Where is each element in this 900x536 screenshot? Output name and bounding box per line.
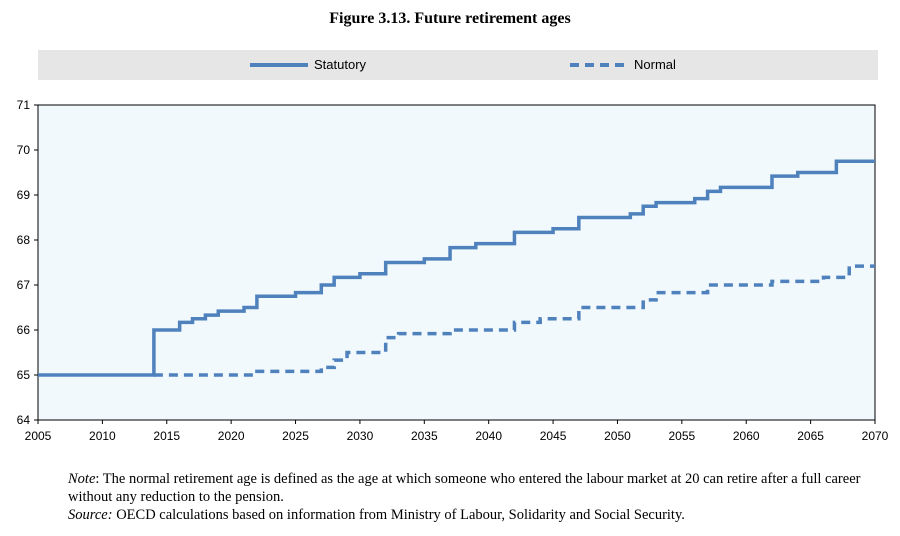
legend-label-statutory: Statutory <box>314 57 367 72</box>
note-line: Note: The normal retirement age is defin… <box>68 470 868 506</box>
x-tick-label: 2005 <box>25 429 52 443</box>
x-tick-label: 2015 <box>153 429 180 443</box>
x-tick-label: 2060 <box>733 429 760 443</box>
y-tick-label: 71 <box>17 98 31 112</box>
line-chart: 64 65 66 67 68 69 70 71 2005 2010 2015 2020 2025 2030… <box>17 98 889 443</box>
x-tick-label: 2040 <box>475 429 502 443</box>
x-tick-label: 2010 <box>89 429 116 443</box>
x-tick-label: 2020 <box>218 429 245 443</box>
plot-area <box>37 104 876 421</box>
x-tick-label: 2065 <box>797 429 824 443</box>
source-line: Source: OECD calculations based on infor… <box>68 506 868 524</box>
chart-legend: Statutory Normal <box>38 50 878 80</box>
x-tick-label: 2035 <box>411 429 438 443</box>
y-tick-label: 70 <box>17 143 31 157</box>
series-line-statutory <box>38 159 875 377</box>
source-label: Source: <box>68 507 113 523</box>
x-tick-label: 2070 <box>862 429 889 443</box>
legend-swatch-solid <box>250 63 308 67</box>
x-tick-label: 2045 <box>540 429 567 443</box>
y-tick-label: 68 <box>17 233 31 247</box>
y-tick-label: 64 <box>17 413 31 427</box>
note-text: : The normal retirement age is defined a… <box>68 471 861 505</box>
legend-label-normal: Normal <box>634 57 676 72</box>
legend-swatch-dashed <box>570 63 628 67</box>
y-tick-label: 69 <box>17 188 31 202</box>
x-tick-label: 2030 <box>347 429 374 443</box>
note-label: Note <box>68 471 96 487</box>
series-line-normal <box>153 264 875 377</box>
y-tick-label: 67 <box>17 278 31 292</box>
source-text: OECD calculations based on information f… <box>112 507 685 523</box>
figure-title: Figure 3.13. Future retirement ages <box>329 10 571 27</box>
y-tick-label: 65 <box>17 368 31 382</box>
figure-notes: Note: The normal retirement age is defin… <box>68 470 868 524</box>
x-tick-label: 2025 <box>282 429 309 443</box>
y-tick-label: 66 <box>17 323 31 337</box>
x-tick-label: 2055 <box>668 429 695 443</box>
x-tick-label: 2050 <box>604 429 631 443</box>
